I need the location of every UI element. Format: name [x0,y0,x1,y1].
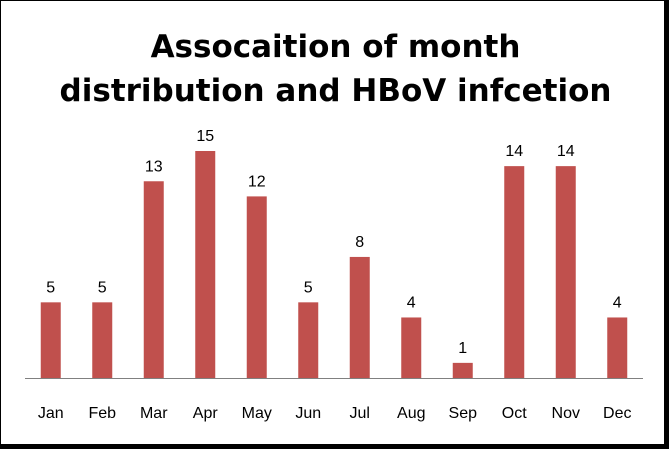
data-label-jun: 5 [304,279,313,296]
x-tick-label-dec: Dec [603,405,631,422]
x-tick-label-sep: Sep [449,405,478,422]
x-tick-label-mar: Mar [140,405,168,422]
data-label-dec: 4 [613,294,622,311]
data-label-nov: 14 [557,143,575,160]
x-tick-label-may: May [242,405,272,422]
chart-title-line-1: Assocaition of month [150,29,521,65]
chart-title: Assocaition of month distribution and HB… [1,25,669,113]
bar-apr [195,151,216,378]
bar-oct [504,166,525,378]
data-label-jan: 5 [46,279,55,296]
bar-dec [607,317,628,378]
bar-nov [555,166,576,378]
data-label-mar: 13 [145,158,163,175]
data-label-may: 12 [248,173,266,190]
bar-may [246,196,267,378]
bar-sep [452,362,473,378]
x-tick-label-feb: Feb [88,405,116,422]
bar-jul [349,256,370,378]
x-tick-label-nov: Nov [552,405,580,422]
bar-aug [401,317,422,378]
data-label-sep: 1 [458,340,467,357]
data-label-feb: 5 [98,279,107,296]
data-label-jul: 8 [355,234,364,251]
bar-jan [40,302,61,378]
bar-mar [143,181,164,378]
data-label-oct: 14 [505,143,523,160]
x-tick-label-jul: Jul [350,405,370,422]
bar-feb [92,302,113,378]
x-tick-label-apr: Apr [193,405,219,422]
x-tick-label-aug: Aug [397,405,425,422]
data-label-aug: 4 [407,294,416,311]
chart-title-line-2: distribution and HBoV infcetion [59,73,612,109]
x-tick-label-jan: Jan [38,405,64,422]
data-label-apr: 15 [196,128,214,145]
bar-jun [298,302,319,378]
x-tick-label-oct: Oct [502,405,527,422]
x-tick-label-jun: Jun [295,405,321,422]
